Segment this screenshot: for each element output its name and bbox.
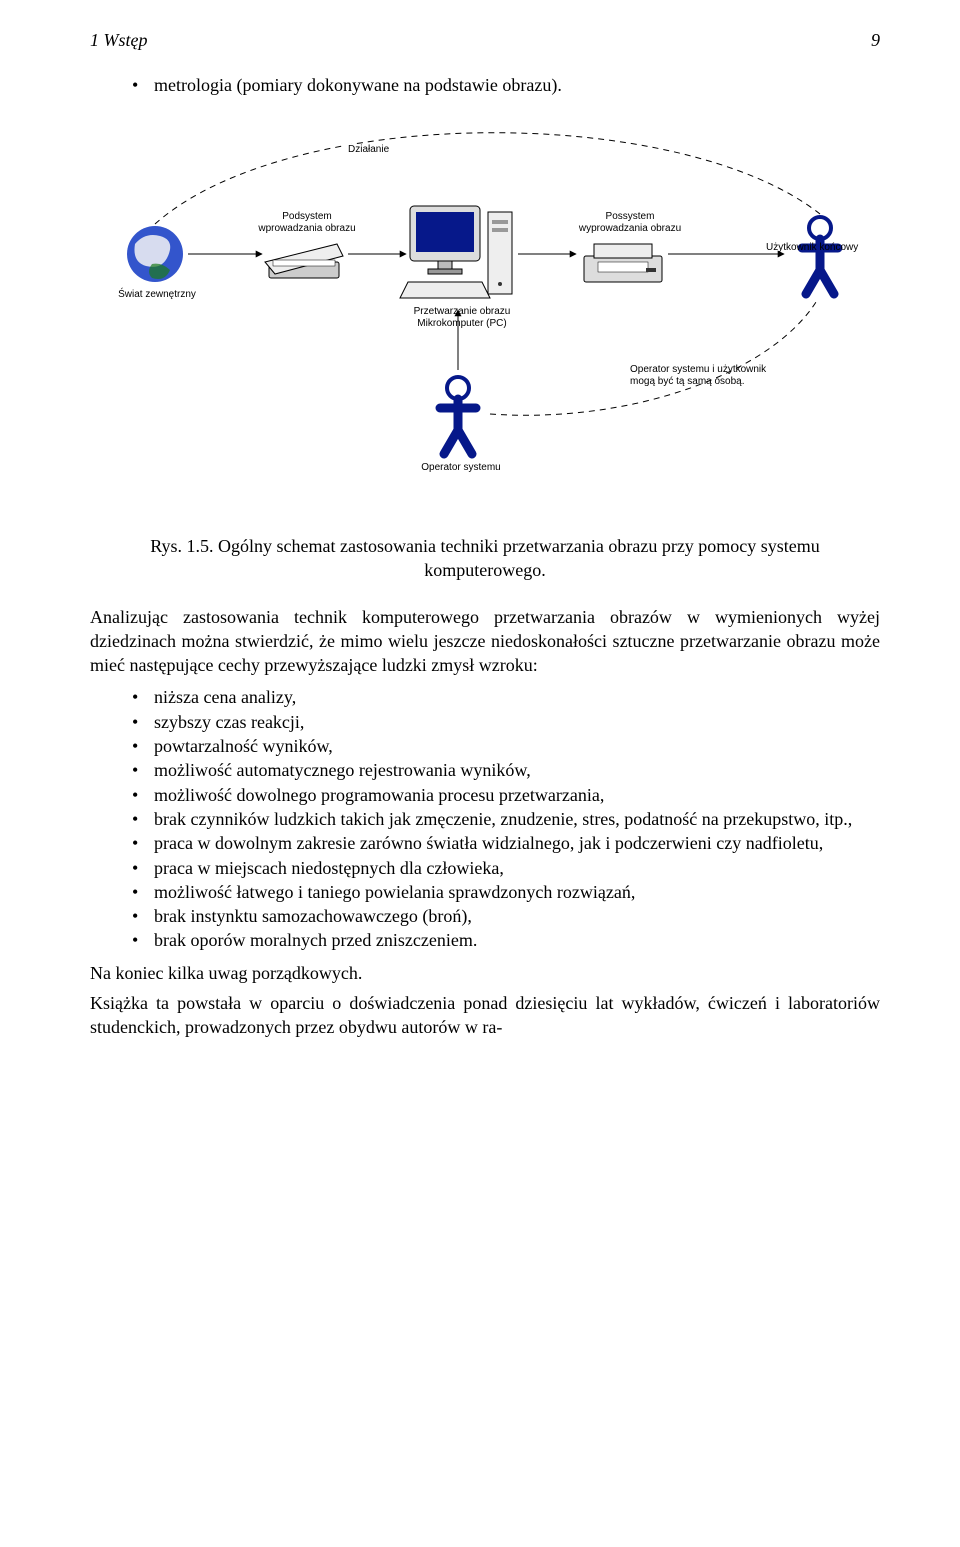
operator-label: Operator systemu — [406, 462, 516, 474]
printer-icon — [584, 244, 662, 282]
list-item: szybszy czas reakcji, — [154, 710, 880, 734]
end-user-label: Użytkownik końcowy — [766, 242, 876, 254]
processing-label: Przetwarzanie obrazuMikrokomputer (PC) — [402, 306, 522, 330]
user-icon — [802, 217, 838, 294]
closing-line-1: Na koniec kilka uwag porządkowych. — [90, 961, 880, 985]
action-label: Działanie — [348, 144, 389, 156]
caption-text: Ogólny schemat zastosowania techniki prz… — [218, 536, 820, 580]
list-item: brak oporów moralnych przed zniszczeniem… — [154, 928, 880, 952]
list-item: praca w miejscach niedostępnych dla czło… — [154, 856, 880, 880]
output-sub-label: Possystemwyprowadzania obrazu — [576, 211, 684, 235]
world-label: Świat zewnętrzny — [112, 289, 202, 301]
analysis-paragraph: Analizując zastosowania technik komputer… — [90, 605, 880, 678]
caption-prefix: Rys. 1.5. — [150, 536, 218, 556]
header-left: 1 Wstęp — [90, 30, 148, 51]
scanner-icon — [265, 244, 343, 278]
intro-bullet: metrologia (pomiary dokonywane na podsta… — [154, 75, 880, 96]
figure-caption: Rys. 1.5. Ogólny schemat zastosowania te… — [130, 534, 840, 583]
list-item: brak instynktu samozachowawczego (broń), — [154, 904, 880, 928]
list-item: możliwość dowolnego programowania proces… — [154, 783, 880, 807]
features-list: niższa cena analizy, szybszy czas reakcj… — [154, 685, 880, 952]
system-diagram: Działanie Świat zewnętrzny Podsystemwpro… — [90, 114, 880, 514]
operator-note-label: Operator systemu i użytkownikmogą być tą… — [630, 364, 790, 388]
list-item: możliwość automatycznego rejestrowania w… — [154, 758, 880, 782]
list-item: powtarzalność wyników, — [154, 734, 880, 758]
list-item: niższa cena analizy, — [154, 685, 880, 709]
operator-icon — [440, 377, 476, 454]
list-item: możliwość łatwego i taniego powielania s… — [154, 880, 880, 904]
list-item: praca w dowolnym zakresie zarówno światł… — [154, 831, 880, 855]
computer-icon — [400, 206, 512, 298]
page-header: 1 Wstęp 9 — [90, 30, 880, 51]
input-sub-label: Podsystemwprowadzania obrazu — [253, 211, 361, 235]
list-item: brak czynników ludzkich takich jak zmęcz… — [154, 807, 880, 831]
closing-line-2: Książka ta powstała w oparciu o doświadc… — [90, 991, 880, 1040]
header-right: 9 — [871, 30, 880, 51]
